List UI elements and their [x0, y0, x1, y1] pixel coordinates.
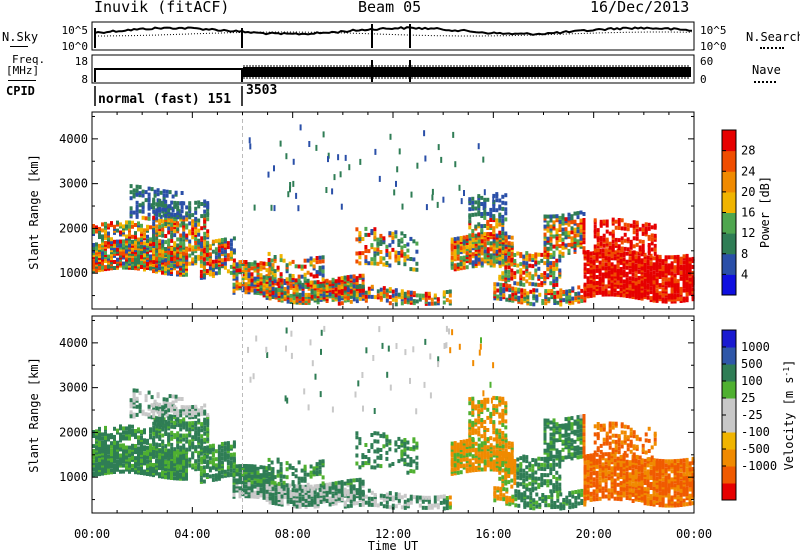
noise-search-line [95, 31, 693, 37]
x-tick-0: 00:00 [74, 527, 110, 541]
velocity-colorbar-swatch-1 [722, 466, 736, 484]
nave-label: Nave [752, 63, 781, 77]
power-colorbar-tick-1: 8 [741, 247, 748, 261]
nave-band [243, 67, 691, 77]
power-colorbar-label: Power [dB] [758, 176, 772, 248]
velocity-colorbar-swatch-9 [722, 330, 736, 348]
x-tick-5: 20:00 [576, 527, 612, 541]
power-ytick-0: 1000 [59, 266, 88, 280]
power-colorbar-swatch-2 [722, 233, 736, 255]
nave-tick-high: 60 [700, 55, 713, 68]
power-colorbar-swatch-6 [722, 150, 736, 172]
nsky-tick-high: 10^5 [62, 24, 89, 37]
power-colorbar-tick-6: 28 [741, 144, 755, 158]
power-ytick-1: 2000 [59, 221, 88, 235]
x-tick-4: 16:00 [475, 527, 511, 541]
power-colorbar-tick-2: 12 [741, 226, 755, 240]
power-colorbar-swatch-5 [722, 171, 736, 193]
velocity-colorbar-tick-2: 100 [741, 374, 763, 388]
power-colorbar-swatch-4 [722, 191, 736, 213]
velocity-colorbar-swatch-4 [722, 415, 736, 433]
x-axis-label: Time UT [368, 539, 419, 553]
velocity-ytick-2: 3000 [59, 381, 88, 395]
cpid-segment-2-label: 3503 [246, 83, 277, 98]
cpid-row: normal (fast) 151 3503 [94, 83, 277, 107]
power-ytick-2: 3000 [59, 177, 88, 191]
velocity-colorbar-tick-7: -1000 [741, 459, 777, 473]
x-tick-2: 08:00 [275, 527, 311, 541]
power-colorbar-swatch-1 [722, 253, 736, 275]
nsky-label: N.Sky [2, 30, 39, 44]
freq-legend-line [8, 80, 36, 81]
date-title: 16/Dec/2013 [590, 0, 690, 16]
cpid-segment-1-label: normal (fast) 151 [98, 92, 231, 107]
velocity-colorbar-swatch-7 [722, 364, 736, 382]
freq-panel: 18 8 60 0 [75, 54, 713, 86]
noise-panel: 10^5 10^0 10^5 10^0 [62, 21, 727, 53]
freq-label: Freq. [12, 53, 46, 66]
x-tick-3: 12:00 [375, 527, 411, 541]
nsearch-legend-line [760, 47, 784, 49]
freq-line [94, 68, 243, 82]
velocity-colorbar-swatch-3 [722, 432, 736, 450]
velocity-colorbar-tick-4: -25 [741, 408, 763, 422]
power-colorbar-swatch-0 [722, 274, 736, 296]
velocity-ylabel: Slant Range [km] [27, 357, 41, 473]
velocity-colorbar-label-close: ] [782, 360, 796, 367]
station-title: Inuvik (fitACF) [94, 0, 230, 16]
velocity-colorbar-swatch-5 [722, 398, 736, 416]
nave-tick-low: 0 [700, 73, 707, 86]
nsearch-tick-high: 10^5 [700, 24, 727, 37]
velocity-colorbar-swatch-8 [722, 347, 736, 365]
freq-tick-low: 8 [81, 73, 88, 86]
velocity-colorbar-label-sup: -1 [782, 367, 791, 377]
x-tick-6: 00:00 [676, 527, 712, 541]
beam-title: Beam 05 [358, 0, 422, 16]
velocity-panel: 1000 2000 3000 4000 Slant Range [km] 1000 50… [27, 315, 796, 553]
velocity-colorbar-label: Velocity [m s-1] [782, 360, 796, 471]
velocity-ytick-1: 2000 [59, 425, 88, 439]
nsky-tick-low: 10^0 [62, 40, 89, 53]
velocity-colorbar-tick-6: -500 [741, 442, 770, 456]
freq-unit: [MHz] [6, 64, 40, 77]
velocity-ytick-3: 4000 [59, 336, 88, 350]
velocity-colorbar-swatch-0 [722, 483, 736, 501]
velocity-ytick-0: 1000 [59, 470, 88, 484]
velocity-colorbar-swatch-6 [722, 381, 736, 399]
nsky-legend-line [10, 46, 28, 47]
power-ylabel: Slant Range [km] [27, 154, 41, 270]
velocity-colorbar-label-main: Velocity [m s [782, 376, 796, 470]
cpid-label: CPID [6, 84, 35, 98]
power-colorbar-tick-0: 4 [741, 267, 748, 281]
power-colorbar-swatch-7 [722, 130, 736, 152]
power-colorbar-tick-3: 16 [741, 206, 755, 220]
power-colorbar-tick-4: 20 [741, 185, 755, 199]
power-panel: 1000 2000 3000 4000 Slant Range [km] 4 8 12 16… [27, 111, 772, 310]
velocity-colorbar-tick-0: 1000 [741, 340, 770, 354]
freq-tick-high: 18 [75, 55, 88, 68]
power-colorbar-tick-5: 24 [741, 164, 755, 178]
velocity-colorbar-tick-3: 25 [741, 391, 755, 405]
velocity-colorbar-tick-1: 500 [741, 357, 763, 371]
nave-legend-line [754, 81, 776, 83]
nsearch-label: N.Search [746, 30, 800, 44]
power-ytick-3: 4000 [59, 132, 88, 146]
power-colorbar-swatch-3 [722, 212, 736, 234]
velocity-colorbar-swatch-2 [722, 449, 736, 467]
x-tick-1: 04:00 [174, 527, 210, 541]
nsearch-tick-low: 10^0 [700, 40, 727, 53]
velocity-colorbar-tick-5: -100 [741, 425, 770, 439]
noise-sky-line [94, 26, 693, 36]
